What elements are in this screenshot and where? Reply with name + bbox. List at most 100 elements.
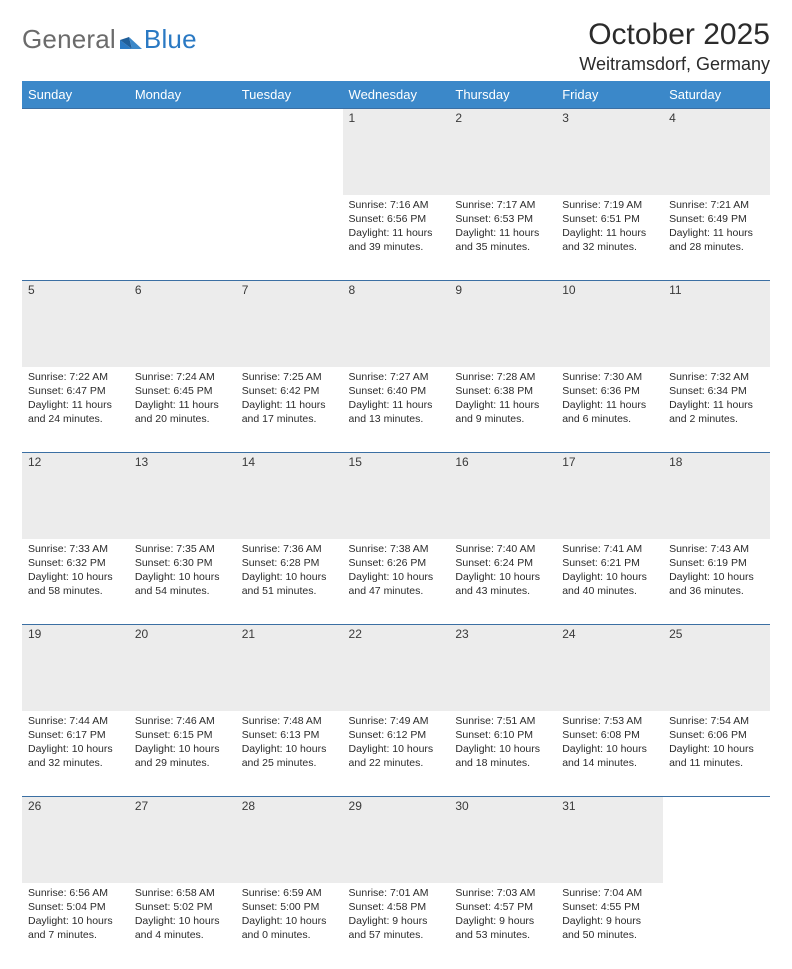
day-number: 8 (343, 281, 450, 299)
day-number-cell: 13 (129, 453, 236, 539)
day-details (236, 195, 343, 202)
day-number-cell: 26 (22, 797, 129, 883)
day-number-cell: 14 (236, 453, 343, 539)
sunrise-line: Sunrise: 7:24 AM (135, 370, 230, 384)
daylight-line: Daylight: 11 hours and 9 minutes. (455, 398, 550, 426)
day-cell: Sunrise: 7:27 AMSunset: 6:40 PMDaylight:… (343, 367, 450, 453)
day-details: Sunrise: 7:36 AMSunset: 6:28 PMDaylight:… (236, 539, 343, 603)
daylight-line: Daylight: 10 hours and 47 minutes. (349, 570, 444, 598)
day-header: Wednesday (343, 81, 450, 109)
day-details: Sunrise: 7:22 AMSunset: 6:47 PMDaylight:… (22, 367, 129, 431)
sunset-line: Sunset: 6:19 PM (669, 556, 764, 570)
daylight-line: Daylight: 10 hours and 11 minutes. (669, 742, 764, 770)
sunrise-line: Sunrise: 7:43 AM (669, 542, 764, 556)
sunrise-line: Sunrise: 7:16 AM (349, 198, 444, 212)
sunset-line: Sunset: 6:08 PM (562, 728, 657, 742)
day-number: 25 (663, 625, 770, 643)
calendar-body: 1234Sunrise: 7:16 AMSunset: 6:56 PMDayli… (22, 109, 770, 969)
day-details: Sunrise: 7:04 AMSunset: 4:55 PMDaylight:… (556, 883, 663, 947)
day-details: Sunrise: 7:30 AMSunset: 6:36 PMDaylight:… (556, 367, 663, 431)
daylight-line: Daylight: 10 hours and 54 minutes. (135, 570, 230, 598)
sunrise-line: Sunrise: 7:46 AM (135, 714, 230, 728)
brand-mark-icon (120, 31, 142, 49)
day-details: Sunrise: 7:54 AMSunset: 6:06 PMDaylight:… (663, 711, 770, 775)
day-number: 29 (343, 797, 450, 815)
month-title: October 2025 (579, 18, 770, 52)
day-details: Sunrise: 6:59 AMSunset: 5:00 PMDaylight:… (236, 883, 343, 947)
brand-part1: General (22, 24, 116, 55)
day-details: Sunrise: 7:32 AMSunset: 6:34 PMDaylight:… (663, 367, 770, 431)
day-cell (663, 883, 770, 969)
day-number-cell: 11 (663, 281, 770, 367)
day-header: Monday (129, 81, 236, 109)
week-daynum-row: 1234 (22, 109, 770, 195)
sunset-line: Sunset: 6:36 PM (562, 384, 657, 398)
day-number (22, 109, 129, 113)
sunrise-line: Sunrise: 7:28 AM (455, 370, 550, 384)
calendar-table: SundayMondayTuesdayWednesdayThursdayFrid… (22, 81, 770, 969)
day-number: 7 (236, 281, 343, 299)
week-daynum-row: 262728293031 (22, 797, 770, 883)
sunrise-line: Sunrise: 7:33 AM (28, 542, 123, 556)
day-details: Sunrise: 7:21 AMSunset: 6:49 PMDaylight:… (663, 195, 770, 259)
daylight-line: Daylight: 11 hours and 35 minutes. (455, 226, 550, 254)
week-daynum-row: 567891011 (22, 281, 770, 367)
daylight-line: Daylight: 9 hours and 53 minutes. (455, 914, 550, 942)
week-body-row: Sunrise: 7:22 AMSunset: 6:47 PMDaylight:… (22, 367, 770, 453)
sunset-line: Sunset: 6:24 PM (455, 556, 550, 570)
day-cell: Sunrise: 7:54 AMSunset: 6:06 PMDaylight:… (663, 711, 770, 797)
sunset-line: Sunset: 6:26 PM (349, 556, 444, 570)
day-number: 26 (22, 797, 129, 815)
day-cell: Sunrise: 7:28 AMSunset: 6:38 PMDaylight:… (449, 367, 556, 453)
day-details: Sunrise: 6:58 AMSunset: 5:02 PMDaylight:… (129, 883, 236, 947)
day-number-cell: 17 (556, 453, 663, 539)
day-number: 15 (343, 453, 450, 471)
day-number-cell: 5 (22, 281, 129, 367)
sunrise-line: Sunrise: 7:25 AM (242, 370, 337, 384)
day-cell: Sunrise: 7:30 AMSunset: 6:36 PMDaylight:… (556, 367, 663, 453)
header: General Blue October 2025 Weitramsdorf, … (22, 18, 770, 75)
day-header: Sunday (22, 81, 129, 109)
daylight-line: Daylight: 11 hours and 17 minutes. (242, 398, 337, 426)
sunrise-line: Sunrise: 7:40 AM (455, 542, 550, 556)
daylight-line: Daylight: 9 hours and 57 minutes. (349, 914, 444, 942)
sunrise-line: Sunrise: 7:35 AM (135, 542, 230, 556)
day-number-cell: 10 (556, 281, 663, 367)
day-number-cell: 2 (449, 109, 556, 195)
day-number: 3 (556, 109, 663, 127)
sunset-line: Sunset: 6:53 PM (455, 212, 550, 226)
sunrise-line: Sunrise: 7:17 AM (455, 198, 550, 212)
sunrise-line: Sunrise: 7:54 AM (669, 714, 764, 728)
day-number: 22 (343, 625, 450, 643)
week-body-row: Sunrise: 7:44 AMSunset: 6:17 PMDaylight:… (22, 711, 770, 797)
sunset-line: Sunset: 6:15 PM (135, 728, 230, 742)
sunrise-line: Sunrise: 7:30 AM (562, 370, 657, 384)
daylight-line: Daylight: 10 hours and 29 minutes. (135, 742, 230, 770)
day-number (663, 797, 770, 801)
sunrise-line: Sunrise: 6:58 AM (135, 886, 230, 900)
sunrise-line: Sunrise: 7:49 AM (349, 714, 444, 728)
daylight-line: Daylight: 11 hours and 32 minutes. (562, 226, 657, 254)
sunrise-line: Sunrise: 7:01 AM (349, 886, 444, 900)
day-details: Sunrise: 7:28 AMSunset: 6:38 PMDaylight:… (449, 367, 556, 431)
daylight-line: Daylight: 11 hours and 20 minutes. (135, 398, 230, 426)
day-number-cell: 8 (343, 281, 450, 367)
day-number: 11 (663, 281, 770, 299)
day-header: Thursday (449, 81, 556, 109)
day-number: 30 (449, 797, 556, 815)
sunrise-line: Sunrise: 7:48 AM (242, 714, 337, 728)
day-cell: Sunrise: 6:56 AMSunset: 5:04 PMDaylight:… (22, 883, 129, 969)
day-number: 5 (22, 281, 129, 299)
day-number-cell: 19 (22, 625, 129, 711)
day-cell: Sunrise: 6:58 AMSunset: 5:02 PMDaylight:… (129, 883, 236, 969)
day-number-cell: 3 (556, 109, 663, 195)
daylight-line: Daylight: 10 hours and 22 minutes. (349, 742, 444, 770)
day-number: 17 (556, 453, 663, 471)
sunrise-line: Sunrise: 7:44 AM (28, 714, 123, 728)
day-number: 23 (449, 625, 556, 643)
sunrise-line: Sunrise: 7:19 AM (562, 198, 657, 212)
day-number (129, 109, 236, 113)
day-number: 16 (449, 453, 556, 471)
daylight-line: Daylight: 10 hours and 7 minutes. (28, 914, 123, 942)
day-details: Sunrise: 7:01 AMSunset: 4:58 PMDaylight:… (343, 883, 450, 947)
